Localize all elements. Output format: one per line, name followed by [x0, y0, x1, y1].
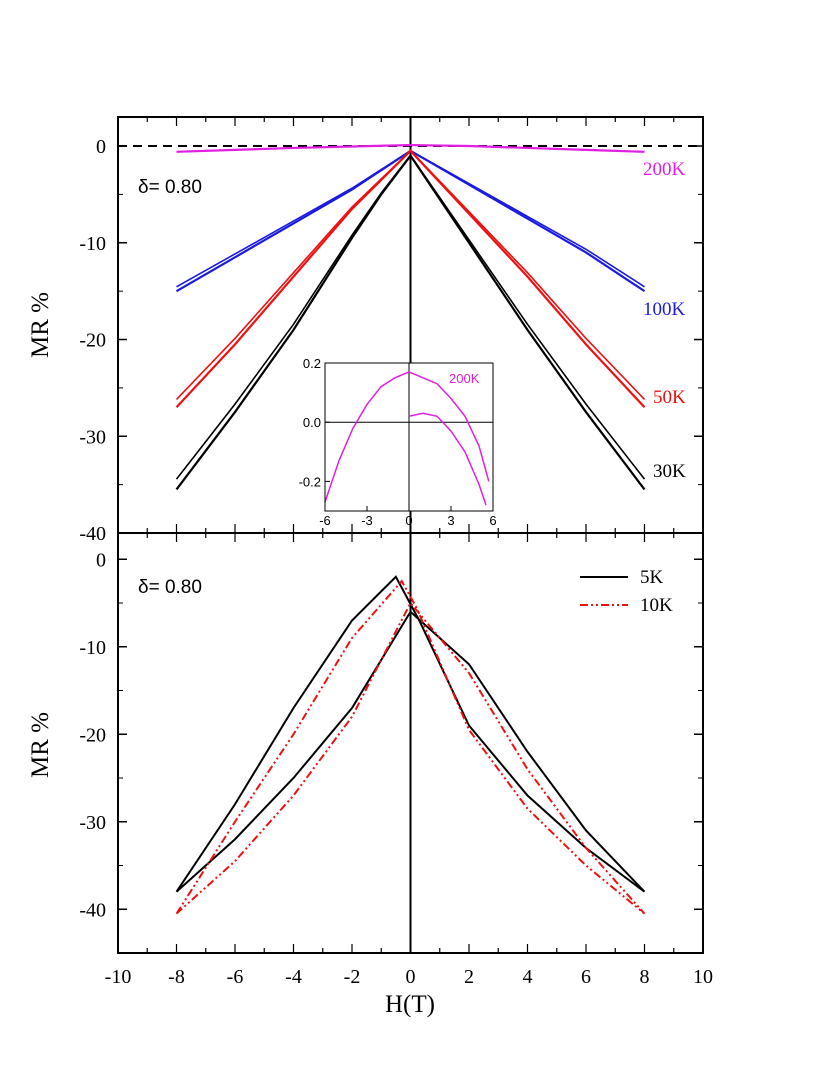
inset-y-tick-label: 0.0 [303, 415, 321, 430]
series-label-100k: 100K [643, 299, 686, 320]
top-series-labels: 200K 100K 50K 30K [643, 159, 686, 482]
top-panel: 0-10-20-30-40 MR % δ= 0.80 200K100K50K30… [27, 116, 704, 545]
series-label-200k: 200K [643, 159, 686, 180]
top-y-tick-label: -20 [79, 330, 106, 352]
top-series-line-return-30k [175, 154, 646, 480]
top-y-tick-label: 0 [96, 136, 106, 158]
inset-ticks: -6 -3 0 3 6 0.2 0.0 -0.2 [299, 356, 497, 528]
bottom-y-tick-label: -10 [79, 637, 106, 659]
bottom-x-tick-label: 0 [406, 966, 416, 988]
top-y-tick-label: -10 [79, 233, 106, 255]
top-panel-ticks: 0-10-20-30-40 [79, 117, 704, 545]
series-label-50k: 50K [653, 387, 686, 408]
inset-y-tick-label: -0.2 [299, 474, 321, 489]
bottom-y-tick-label: 0 [96, 549, 106, 571]
top-y-tick-label: -30 [79, 426, 106, 448]
inset-x-tick-label: -3 [361, 513, 373, 528]
inset-series-line [324, 371, 490, 503]
inset-y-tick-label: 0.2 [303, 356, 321, 371]
bottom-x-tick-label: 8 [640, 966, 650, 988]
top-series-line-return-200k [176, 144, 645, 153]
bottom-x-tick-label: 4 [523, 966, 533, 988]
bottom-y-axis-title: MR % [27, 712, 54, 778]
legend-label-5k: 5K [640, 567, 664, 588]
inset-x-tick-label: 3 [447, 513, 454, 528]
inset-series-label: 200K [449, 371, 480, 386]
bottom-x-tick-label: -6 [227, 966, 244, 988]
top-y-axis-title: MR % [27, 292, 54, 358]
inset-plot: -6 -3 0 3 6 0.2 0.0 -0.2 200K [299, 356, 497, 528]
bottom-x-tick-label: 6 [581, 966, 591, 988]
bottom-annotation: δ= 0.80 [138, 577, 202, 598]
inset-x-tick-label: -6 [319, 513, 331, 528]
inset-x-tick-label: 0 [405, 513, 412, 528]
bottom-x-tick-label: -2 [344, 966, 361, 988]
top-series-line-return-50k [175, 149, 646, 400]
top-y-tick-label: -40 [79, 523, 106, 545]
bottom-panel-ticks: 0-10-20-30-40-10 -8 -6 -4 -2 0 2 4 6 8 10 [79, 533, 713, 988]
bottom-series-loop-5k [175, 575, 646, 893]
bottom-x-tick-label: -10 [105, 966, 132, 988]
series-label-30k: 30K [653, 461, 686, 482]
bottom-legend: 5K 10K [580, 567, 673, 616]
bottom-x-tick-label: 2 [464, 966, 474, 988]
bottom-series-loop-10k [175, 579, 646, 915]
bottom-y-tick-label: -30 [79, 812, 106, 834]
bottom-x-tick-label: -4 [285, 966, 302, 988]
bottom-x-tick-label: 10 [693, 966, 713, 988]
inset-series-line [408, 412, 487, 506]
bottom-panel-series [175, 533, 646, 953]
bottom-panel: 0-10-20-30-40-10 -8 -6 -4 -2 0 2 4 6 8 10 MR % H(T… [27, 532, 713, 1018]
bottom-y-tick-label: -20 [79, 724, 106, 746]
bottom-x-axis-title: H(T) [385, 991, 435, 1018]
bottom-y-tick-label: -40 [79, 899, 106, 921]
top-annotation: δ= 0.80 [138, 177, 202, 198]
inset-x-tick-label: 6 [489, 513, 496, 528]
legend-label-10k: 10K [640, 595, 673, 616]
bottom-x-tick-label: -8 [168, 966, 185, 988]
inset-series [324, 363, 493, 511]
